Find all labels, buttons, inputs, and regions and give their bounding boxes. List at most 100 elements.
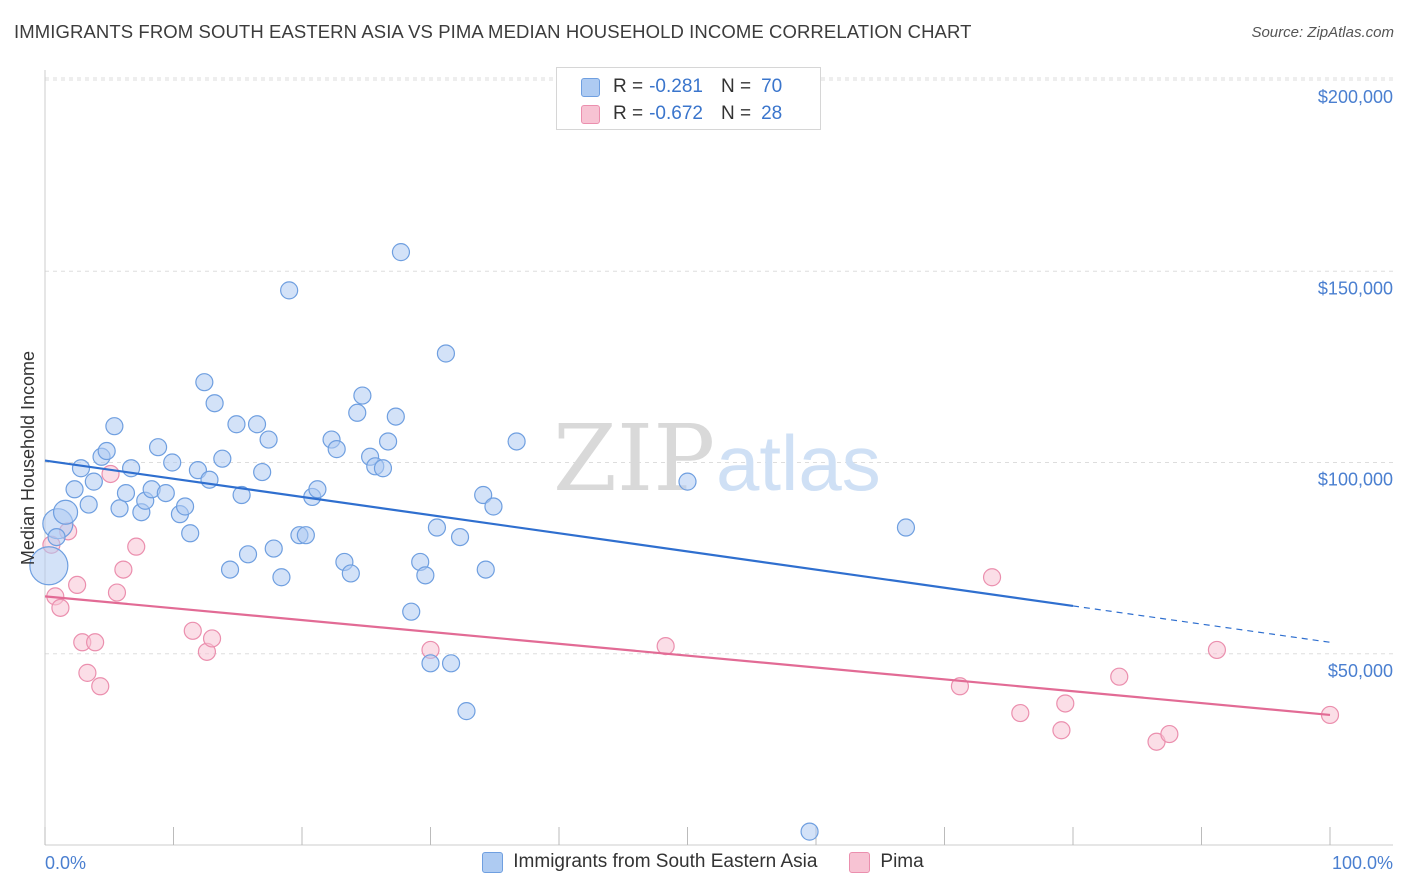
immigrants-point <box>29 546 69 586</box>
immigrants-point <box>402 602 421 621</box>
legend-swatch-pink <box>581 104 600 124</box>
stats-legend: R = -0.281 N = 70 R = -0.672 N = 28 <box>556 67 821 130</box>
legend-swatch-pink <box>849 851 871 873</box>
immigrants-point <box>436 344 456 363</box>
immigrants-point <box>65 480 84 499</box>
chart-title: IMMIGRANTS FROM SOUTH EASTERN ASIA VS PI… <box>14 21 972 42</box>
immigrants-point <box>327 440 346 459</box>
immigrants-point <box>181 524 200 543</box>
legend-row-pima: R = -0.672 N = 28 <box>581 102 782 126</box>
immigrants-point <box>175 497 195 516</box>
immigrants-point <box>247 415 267 434</box>
series-legend: Immigrants from South Eastern Asia Pima <box>0 851 1406 873</box>
immigrants-point <box>353 386 372 405</box>
immigrants-point <box>678 472 697 491</box>
immigrants-point <box>97 441 116 461</box>
legend-r-value: -0.672 <box>649 103 703 124</box>
immigrants-point <box>441 654 461 673</box>
x-tick-label: 100.0% <box>1332 853 1393 873</box>
immigrants-points <box>29 243 916 841</box>
legend-row-immigrants: R = -0.281 N = 70 <box>581 75 782 99</box>
immigrants-point <box>253 462 272 482</box>
legend-item-pima[interactable]: Pima <box>849 851 924 873</box>
pima-point <box>114 560 133 579</box>
pima-point <box>183 621 202 640</box>
immigrants-point <box>427 518 447 537</box>
y-tick-label: $100,000 <box>1318 470 1393 490</box>
immigrants-point <box>296 526 315 545</box>
immigrants-point <box>116 484 136 503</box>
immigrants-point <box>896 518 916 537</box>
legend-label-immigrants: Immigrants from South Eastern Asia <box>513 851 818 872</box>
legend-n-label: N = <box>720 103 752 124</box>
immigrants-point <box>238 545 258 564</box>
watermark: ZIP atlas <box>553 405 881 512</box>
immigrants-point <box>259 430 278 449</box>
watermark-zip: ZIP <box>553 405 715 512</box>
immigrants-point <box>71 459 91 478</box>
immigrants-point <box>421 654 440 673</box>
immigrants-trend-line <box>44 459 1074 608</box>
immigrants-point <box>416 566 435 585</box>
pima-point <box>68 575 87 595</box>
pima-point <box>1011 703 1030 723</box>
legend-item-immigrants[interactable]: Immigrants from South Eastern Asia <box>482 851 817 873</box>
immigrants-point <box>163 453 182 472</box>
immigrants-point <box>84 472 103 491</box>
immigrants-point <box>474 485 493 505</box>
immigrants-trend-extension <box>1072 605 1331 643</box>
immigrants-point <box>52 499 79 525</box>
y-tick-label: $200,000 <box>1318 87 1393 107</box>
legend-n-label: N = <box>720 76 752 97</box>
pima-point <box>202 629 222 648</box>
pima-point <box>982 568 1002 587</box>
immigrants-point <box>800 822 819 841</box>
immigrants-point <box>227 415 246 434</box>
immigrants-point <box>484 497 503 516</box>
immigrants-point <box>476 560 495 579</box>
immigrants-point <box>110 499 129 518</box>
y-axis-label: Median Household Income <box>18 351 38 565</box>
axes <box>44 70 1393 846</box>
immigrants-point <box>79 495 98 514</box>
pima-trend-line <box>44 595 1331 717</box>
immigrants-point <box>507 432 526 451</box>
immigrants-point <box>373 459 393 478</box>
immigrants-point <box>148 438 168 457</box>
immigrants-point <box>457 702 476 721</box>
legend-swatch-blue <box>482 851 504 873</box>
watermark-atlas: atlas <box>716 419 881 507</box>
pima-point <box>1056 694 1075 713</box>
pima-point <box>127 537 146 556</box>
immigrants-point <box>391 243 411 262</box>
gridlines <box>45 77 1393 655</box>
pima-point <box>1160 724 1179 744</box>
immigrants-point <box>264 539 283 558</box>
trend-lines <box>44 459 1331 717</box>
immigrants-point <box>47 527 66 547</box>
x-tick-label: 0.0% <box>45 853 86 873</box>
pima-point <box>1052 721 1071 740</box>
pima-point <box>86 633 105 652</box>
y-tick-label: $50,000 <box>1328 661 1393 681</box>
pima-point <box>78 663 97 682</box>
pima-point <box>51 598 70 617</box>
pima-point <box>1110 667 1129 686</box>
immigrants-point <box>272 568 291 587</box>
immigrants-point <box>213 449 232 468</box>
legend-n-value: 70 <box>761 76 783 97</box>
legend-r-label: R = <box>613 76 644 97</box>
immigrants-point <box>348 403 367 422</box>
legend-swatch-blue <box>581 77 600 97</box>
immigrants-point <box>450 527 470 547</box>
immigrants-point <box>105 417 124 436</box>
pima-point <box>1207 640 1227 660</box>
immigrants-point <box>378 432 398 451</box>
immigrants-point <box>308 480 327 499</box>
pima-point <box>91 677 110 696</box>
immigrants-point <box>205 394 224 413</box>
immigrants-point <box>220 560 240 579</box>
legend-r-value: -0.281 <box>649 76 703 97</box>
source-label: Source: ZipAtlas.com <box>1251 24 1394 41</box>
